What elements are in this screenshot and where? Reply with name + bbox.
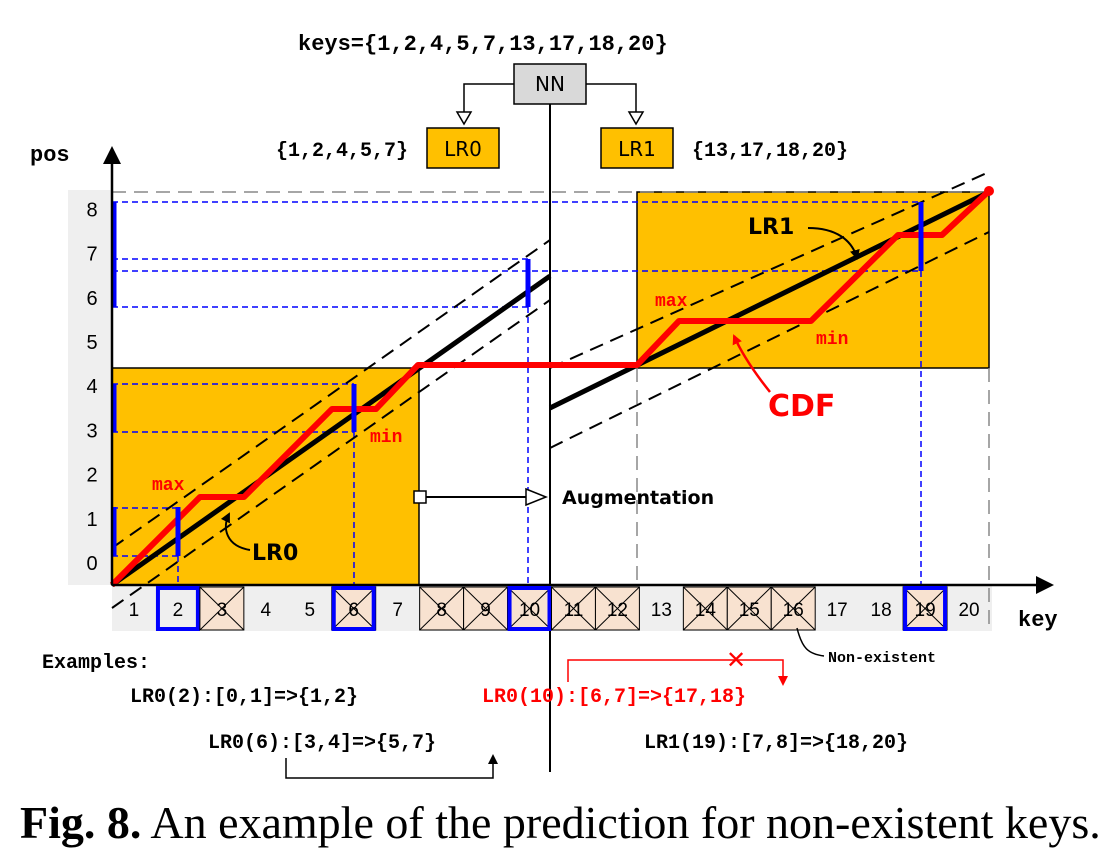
x-tick-label: 19 <box>915 600 936 621</box>
figure-caption: Fig. 8. An example of the prediction for… <box>20 797 1101 848</box>
augmentation-label: Augmentation <box>562 487 714 509</box>
lr1-line-label: LR1 <box>748 215 794 240</box>
lr1-box-label: LR1 <box>618 137 656 161</box>
keys-set-label: keys={1,2,4,5,7,13,17,18,20} <box>298 32 668 57</box>
cell-cross-line <box>463 586 508 631</box>
cell-cross-line <box>331 586 377 631</box>
x-tick-label: 1 <box>129 600 140 621</box>
x-tick-label: 6 <box>348 600 359 621</box>
cell-cross-line <box>419 586 464 631</box>
x-axis-arrow <box>1036 576 1054 594</box>
cell-cross-line <box>683 586 728 631</box>
max-label-left: max <box>152 476 185 496</box>
cell-cross-line <box>507 586 552 631</box>
x-tick-label: 16 <box>783 600 804 621</box>
x-tick-label: 12 <box>607 600 628 621</box>
y-tick-label: 2 <box>86 465 97 487</box>
y-tick-label: 8 <box>86 199 97 221</box>
cell-cross-line <box>199 586 245 631</box>
lr1-keys: {13,17,18,20} <box>692 140 848 163</box>
gray-guides <box>112 191 990 631</box>
x-tick-label: 18 <box>871 600 892 621</box>
queried-key-box <box>903 586 948 631</box>
queried-key-box <box>507 586 552 631</box>
example-lr1-19: LR1(19):[7,8]=>{18,20} <box>644 732 908 755</box>
min-label-left: min <box>370 428 402 448</box>
caption-text: An example of the prediction for non-exi… <box>141 797 1100 848</box>
cell-cross-line <box>551 586 596 631</box>
cell-cross-line <box>902 586 948 631</box>
lr1-line <box>548 189 991 411</box>
blue-projections <box>112 201 922 585</box>
cdf-endpoint <box>984 186 994 196</box>
lr0-box <box>426 127 500 169</box>
cell-cross-line <box>726 586 772 631</box>
max-label-right: max <box>655 292 688 312</box>
x-tick-label: 15 <box>739 600 760 621</box>
x-tick-label: 14 <box>695 600 717 621</box>
prediction-bars <box>111 202 924 556</box>
cdf-label: CDF <box>768 389 835 424</box>
y-tick-label: 5 <box>86 332 97 354</box>
y-tick-label: 7 <box>86 244 97 266</box>
queried-key-box <box>155 586 200 631</box>
example-cross-mark: ✕ <box>726 646 746 674</box>
x-axis-label: key <box>1018 608 1058 633</box>
x-tick-label: 7 <box>392 600 403 621</box>
non-existent-pointer <box>796 627 825 657</box>
y-axis-arrow <box>103 146 121 164</box>
cdf-pointer <box>732 334 771 393</box>
y-tick-label: 6 <box>86 288 97 310</box>
x-tick-label: 13 <box>651 600 672 621</box>
min-label-right: min <box>816 330 848 350</box>
queried-key-box <box>331 586 376 631</box>
lr0-pointer <box>220 512 251 551</box>
x-tick-label: 2 <box>173 600 184 621</box>
nn-label: NN <box>535 72 565 96</box>
lr1-box <box>600 127 674 169</box>
nn-to-lr0-arrow <box>455 111 473 126</box>
error-bounds <box>111 171 990 609</box>
x-tick-label: 5 <box>304 600 315 621</box>
nn-box <box>513 63 587 105</box>
augmentation-arrowhead <box>525 487 549 507</box>
x-tick-label: 10 <box>519 600 540 621</box>
x-tick-label: 11 <box>564 600 584 621</box>
y-tick-labels: 0 1 2 3 4 5 6 7 8 <box>86 199 97 575</box>
x-tick-label: 17 <box>827 600 848 621</box>
cell-cross-line <box>595 586 640 631</box>
y-tick-label: 1 <box>86 509 97 531</box>
cell-cross-line <box>770 586 816 631</box>
y-axis-label: pos <box>30 143 70 168</box>
y-tick-label: 0 <box>86 553 97 575</box>
example-lr0-2: LR0(2):[0,1]=>{1,2} <box>130 686 358 709</box>
lr1-pointer <box>807 227 860 260</box>
lr0-line-label: LR0 <box>252 541 298 566</box>
x-tick-label: 8 <box>436 600 447 621</box>
x-tick-label: 20 <box>958 600 979 621</box>
example-red-connector <box>567 659 788 686</box>
caption-label: Fig. 8. <box>20 797 141 848</box>
example-lr0-6: LR0(6):[3,4]=>{5,7} <box>208 732 436 755</box>
nn-to-lr1-arrow <box>627 111 645 126</box>
cdf-curve <box>109 188 992 588</box>
y-tick-label: 3 <box>86 420 97 442</box>
non-existent-label: Non-existent <box>828 650 936 667</box>
examples-heading: Examples: <box>42 652 150 675</box>
x-tick-label: 4 <box>261 600 272 621</box>
x-tick-label: 9 <box>480 600 491 621</box>
lr0-line <box>110 273 552 588</box>
key-cells: 1 2 3 4 5 6 7 8 9 10 11 12 13 14 15 16 17 18 19 20 <box>129 586 980 631</box>
x-tick-label: 3 <box>217 600 228 621</box>
example-black-connector <box>285 754 498 779</box>
example-lr0-10: LR0(10):[6,7]=>{17,18} <box>482 686 746 709</box>
lr0-keys: {1,2,4,5,7} <box>276 140 408 163</box>
y-tick-label: 4 <box>86 376 97 398</box>
augmentation-start-marker <box>413 490 427 504</box>
nn-connectors <box>463 83 637 114</box>
y-axis-strip <box>68 190 112 585</box>
lr0-box-label: LR0 <box>444 137 482 161</box>
